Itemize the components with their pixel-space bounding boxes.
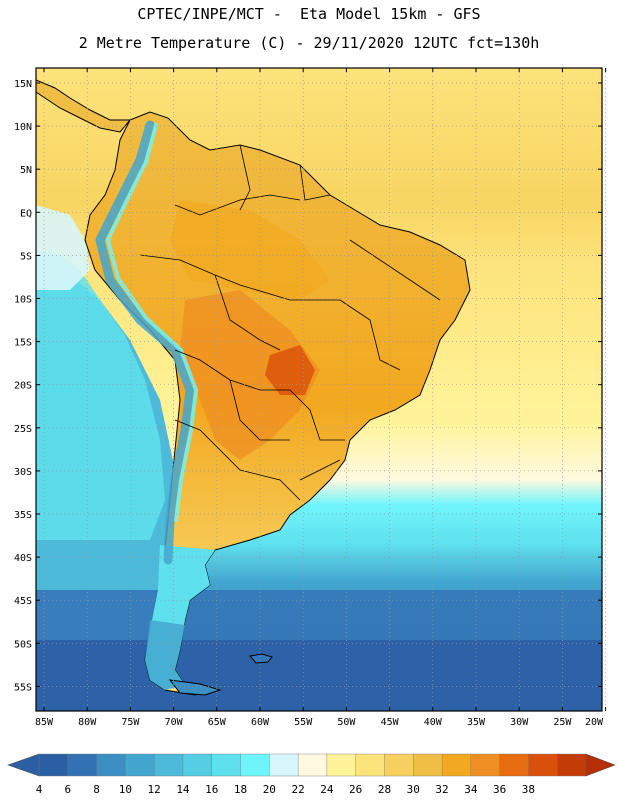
andes-cold-spine xyxy=(95,120,195,565)
colorbar-swatch xyxy=(67,753,98,777)
colorbar-label: 36 xyxy=(493,783,506,796)
pacific-light-water xyxy=(36,205,90,290)
falkland-islands xyxy=(249,653,273,664)
lat-label: 20S xyxy=(14,381,32,392)
lon-label: 20W xyxy=(585,717,604,728)
lat-label: 25S xyxy=(14,424,32,435)
colorbar-label: 30 xyxy=(407,783,420,796)
colorbar-swatch xyxy=(96,753,126,777)
colorbar-label: 4 xyxy=(36,783,43,796)
colorbar-label: 28 xyxy=(378,783,391,796)
axis-ticks xyxy=(36,68,607,711)
lon-label: 75W xyxy=(121,717,140,728)
lat-label: 45S xyxy=(14,596,32,607)
colorbar: 4 6 8 10 12 14 16 18 20 22 24 26 28 30 32 34 36 38 xyxy=(7,753,616,796)
map-frame xyxy=(35,67,603,712)
colorbar-label: 32 xyxy=(435,783,448,796)
colorbar-swatch xyxy=(441,753,472,777)
pacific-cyan-water xyxy=(36,250,165,540)
colorbar-swatch xyxy=(499,753,530,777)
lon-label: 50W xyxy=(337,717,356,728)
hot-interior xyxy=(180,290,320,460)
southern-ocean-mid xyxy=(36,590,602,640)
lon-label: 60W xyxy=(251,717,270,728)
colorbar-label: 26 xyxy=(349,783,362,796)
colorbar-swatch xyxy=(182,753,213,777)
lon-label: 65W xyxy=(208,717,227,728)
lat-label: 10N xyxy=(14,122,32,133)
colorbar-swatch xyxy=(297,753,328,777)
colorbar-label: 22 xyxy=(291,783,304,796)
title-line-1: CPTEC/INPE/MCT - Eta Model 15km - GFS xyxy=(137,5,481,23)
colorbar-swatch xyxy=(269,753,299,777)
lat-label: 50S xyxy=(14,639,32,650)
axis-labels: 15N 10N 5N EQ 5S 10S 15S 20S 25S 30S 35S 40S 45S 50S 5… xyxy=(14,79,604,728)
lat-label: 15N xyxy=(14,79,32,90)
colorbar-label: 12 xyxy=(148,783,161,796)
hot-western-amazon xyxy=(170,200,330,300)
lat-label: 5N xyxy=(20,165,32,176)
colorbar-label: 16 xyxy=(205,783,218,796)
colorbar-swatch xyxy=(384,753,414,777)
lat-label: 30S xyxy=(14,467,32,478)
andes-cyan-edge xyxy=(106,123,198,522)
country-borders xyxy=(139,144,441,501)
colorbar-swatch xyxy=(326,753,357,777)
colorbar-swatch xyxy=(528,753,558,777)
colorbar-label: 38 xyxy=(522,783,535,796)
colorbar-swatch xyxy=(355,753,386,777)
colorbar-swatch xyxy=(413,753,443,777)
lon-label: 55W xyxy=(294,717,313,728)
colorbar-swatch xyxy=(38,753,69,777)
southern-ocean-deep xyxy=(36,640,602,711)
colorbar-high-arrow xyxy=(585,753,616,777)
southern-cone-cooler xyxy=(145,620,185,690)
lon-label: 35W xyxy=(467,717,486,728)
colorbar-label: 18 xyxy=(234,783,247,796)
lon-label: 70W xyxy=(165,717,184,728)
colorbar-swatch xyxy=(557,753,587,777)
colorbar-swatch xyxy=(125,753,155,777)
lat-label: 10S xyxy=(14,295,32,306)
hottest-core xyxy=(265,345,315,395)
colorbar-label: 8 xyxy=(93,783,100,796)
lon-label: 25W xyxy=(553,717,572,728)
lat-label: 15S xyxy=(14,338,32,349)
lon-label: 80W xyxy=(78,717,97,728)
lon-label: 40W xyxy=(424,717,443,728)
lat-label: 35S xyxy=(14,510,32,521)
title-line-2: 2 Metre Temperature (C) - 29/11/2020 12U… xyxy=(78,34,540,52)
colorbar-swatch xyxy=(240,753,270,777)
colorbar-swatch xyxy=(153,753,184,777)
lat-label: EQ xyxy=(20,208,32,219)
lon-label: 45W xyxy=(381,717,400,728)
colorbar-label: 34 xyxy=(464,783,478,796)
colorbar-swatch xyxy=(211,753,242,777)
lat-label: 40S xyxy=(14,553,32,564)
lon-label: 30W xyxy=(510,717,529,728)
central-america-land xyxy=(36,79,132,133)
tierra-del-fuego xyxy=(168,679,222,696)
colorbar-swatch xyxy=(470,753,501,777)
colorbar-label: 20 xyxy=(263,783,276,796)
lat-label: 5S xyxy=(20,251,32,262)
colorbar-label: 6 xyxy=(64,783,71,796)
colorbar-low-arrow xyxy=(7,753,40,777)
colorbar-label: 14 xyxy=(176,783,190,796)
colorbar-label: 10 xyxy=(119,783,132,796)
lat-label: 55S xyxy=(14,682,32,693)
colorbar-label: 24 xyxy=(320,783,334,796)
lon-label: 85W xyxy=(35,717,54,728)
